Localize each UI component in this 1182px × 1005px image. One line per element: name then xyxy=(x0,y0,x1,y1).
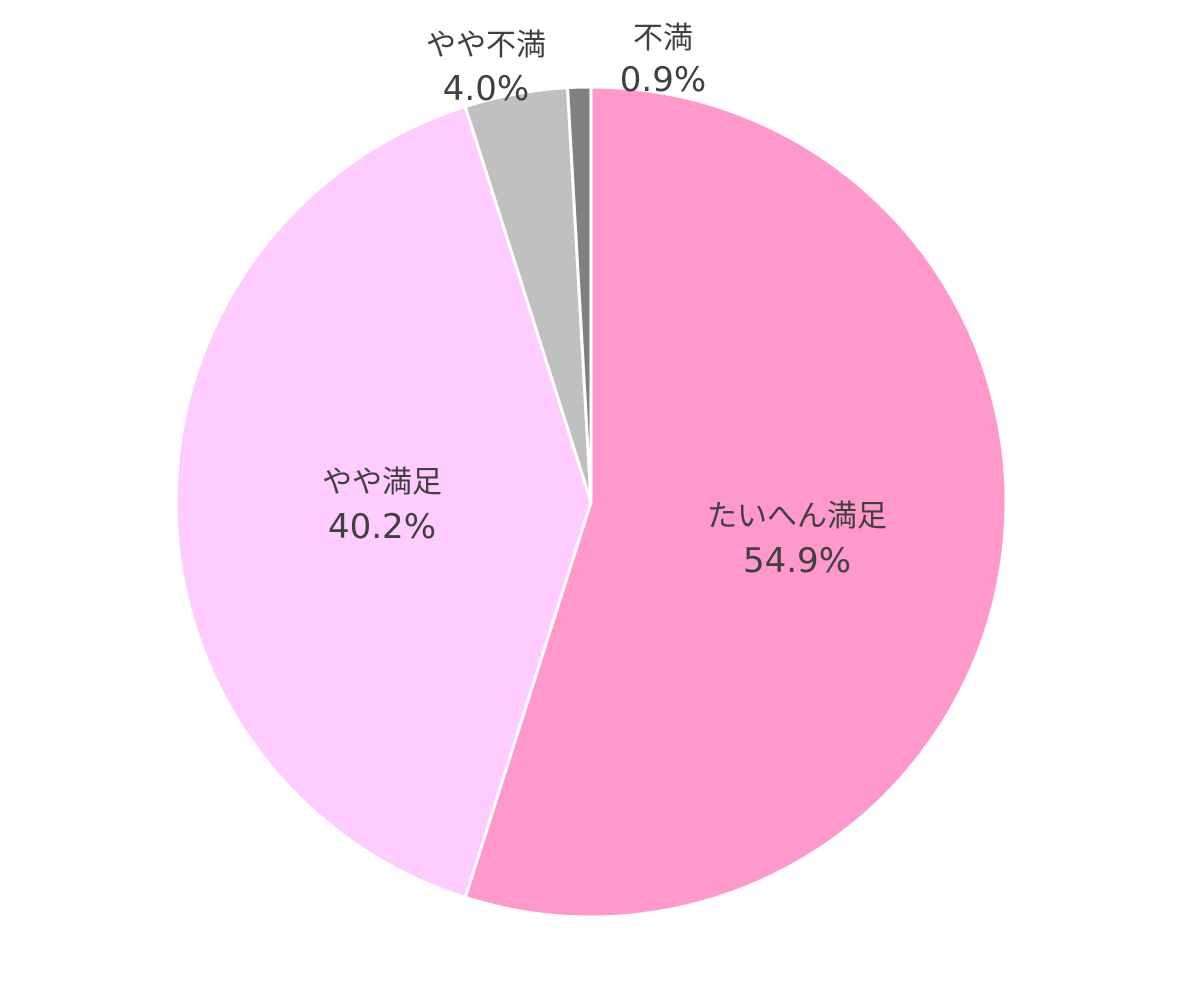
slice-label-1: たいへん満足 xyxy=(707,499,887,534)
pie-slice-2 xyxy=(174,104,593,900)
slice-value-4: 0.9% xyxy=(620,60,706,100)
slice-label-3: やや不満 xyxy=(426,28,546,63)
slice-label-4: 不満 xyxy=(633,21,693,56)
slice-value-3: 4.0% xyxy=(443,69,529,109)
pie-slice-4 xyxy=(565,85,593,503)
pie-slices xyxy=(174,85,1008,919)
pie-slice-1 xyxy=(463,85,1008,919)
slice-value-2: 40.2% xyxy=(328,507,436,547)
slice-value-1: 54.9% xyxy=(743,541,851,581)
slice-label-2: やや満足 xyxy=(322,465,442,500)
pie-labels: たいへん満足 54.9% やや満足 40.2% やや不満 4.0% 不満 0.9% xyxy=(322,21,887,581)
